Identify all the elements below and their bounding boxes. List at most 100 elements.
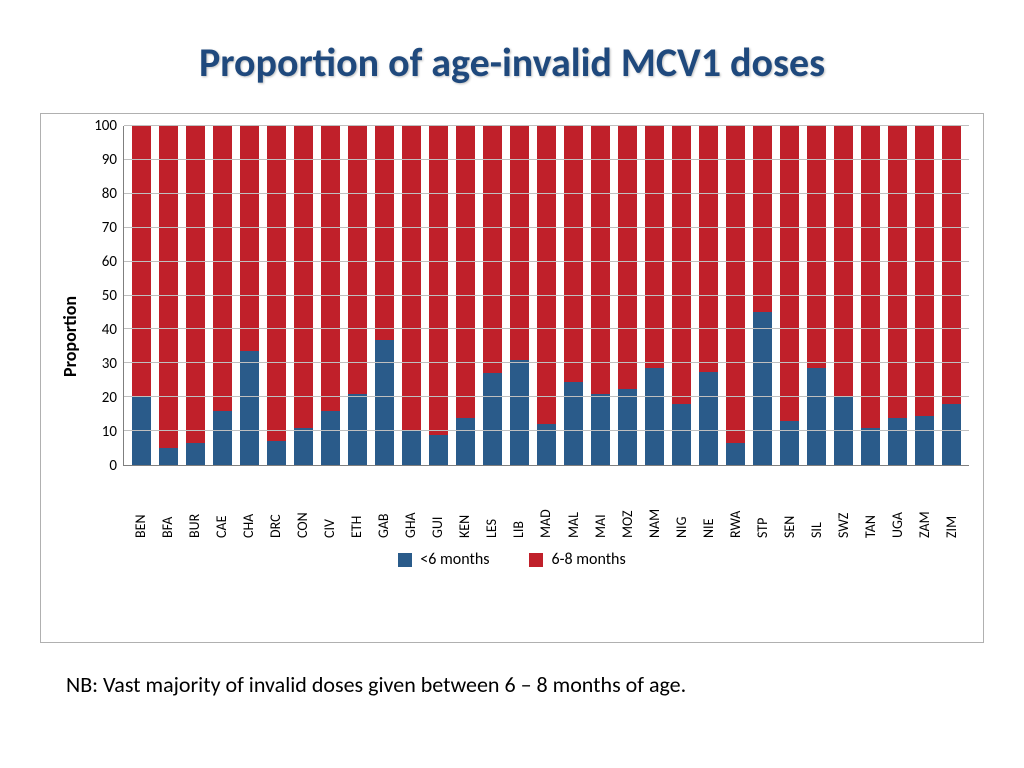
y-tick: 90 xyxy=(102,151,117,169)
plot-wrap: BENBFABURCAECHADRCCONCIVETHGABGHAGUIKENL… xyxy=(123,126,969,546)
bar-slot xyxy=(560,126,587,465)
x-tick-label: NIG xyxy=(668,466,695,538)
bar-segment-lt6 xyxy=(645,368,663,465)
bar xyxy=(537,126,555,465)
bar-segment-lt6 xyxy=(726,443,744,465)
bar-segment-lt6 xyxy=(456,418,474,465)
x-tick-label: LES xyxy=(478,466,505,538)
bar-segment-6to8 xyxy=(915,126,933,416)
bar-segment-6to8 xyxy=(753,126,771,312)
grid-line xyxy=(124,261,969,262)
bar-segment-6to8 xyxy=(510,126,528,360)
x-tick-label: BFA xyxy=(154,466,181,538)
bar-segment-6to8 xyxy=(321,126,339,411)
bar-slot xyxy=(857,126,884,465)
x-tick-label: BEN xyxy=(127,466,154,538)
bar-slot xyxy=(668,126,695,465)
x-tick-label: GUI xyxy=(424,466,451,538)
bar-slot xyxy=(506,126,533,465)
bar xyxy=(186,126,204,465)
x-tick-label: STP xyxy=(749,466,776,538)
bar-segment-6to8 xyxy=(888,126,906,418)
bar-segment-6to8 xyxy=(294,126,312,428)
bar-segment-lt6 xyxy=(159,448,177,465)
x-tick-label: MAD xyxy=(532,466,559,538)
grid-line xyxy=(124,328,969,329)
bar-segment-6to8 xyxy=(456,126,474,418)
bar-slot xyxy=(236,126,263,465)
bar-slot xyxy=(452,126,479,465)
bar-slot xyxy=(155,126,182,465)
bar-segment-lt6 xyxy=(402,431,420,465)
bar xyxy=(348,126,366,465)
bar-slot xyxy=(344,126,371,465)
x-tick-label: MAI xyxy=(587,466,614,538)
bar xyxy=(888,126,906,465)
y-tick: 30 xyxy=(102,355,117,373)
bar-slot xyxy=(695,126,722,465)
x-tick-label: KEN xyxy=(451,466,478,538)
bar xyxy=(375,126,393,465)
bar-slot xyxy=(398,126,425,465)
bar xyxy=(564,126,582,465)
bar-segment-6to8 xyxy=(564,126,582,382)
bar-segment-lt6 xyxy=(294,428,312,465)
y-tick: 0 xyxy=(109,457,117,475)
x-tick-label: CHA xyxy=(235,466,262,538)
bar-slot xyxy=(776,126,803,465)
x-tick-label: LIB xyxy=(505,466,532,538)
x-tick-label: ZAM xyxy=(911,466,938,538)
bar xyxy=(132,126,150,465)
bar xyxy=(294,126,312,465)
bar-slot xyxy=(911,126,938,465)
bar-slot xyxy=(938,126,965,465)
x-tick-label: GHA xyxy=(397,466,424,538)
bar xyxy=(753,126,771,465)
bar-segment-6to8 xyxy=(618,126,636,389)
bar-segment-6to8 xyxy=(645,126,663,368)
bar xyxy=(942,126,960,465)
bar-segment-lt6 xyxy=(618,389,636,465)
page-title: Proportion of age-invalid MCV1 doses xyxy=(40,38,984,87)
bar-slot xyxy=(290,126,317,465)
bar-slot xyxy=(749,126,776,465)
bar-segment-6to8 xyxy=(537,126,555,424)
bar-slot xyxy=(533,126,560,465)
bar-segment-lt6 xyxy=(699,372,717,465)
bar-slot xyxy=(371,126,398,465)
bar-slot xyxy=(614,126,641,465)
bar-segment-6to8 xyxy=(159,126,177,448)
bar-slot xyxy=(128,126,155,465)
bar-slot xyxy=(182,126,209,465)
bar-segment-lt6 xyxy=(861,428,879,465)
bar-slot xyxy=(884,126,911,465)
footnote: NB: Vast majority of invalid doses given… xyxy=(66,671,984,698)
legend-item-lt6: <6 months xyxy=(398,550,489,569)
bar xyxy=(429,126,447,465)
bar xyxy=(483,126,501,465)
chart-body: Proportion 0102030405060708090100 BENBFA… xyxy=(55,126,969,546)
legend-swatch-lt6 xyxy=(398,553,412,567)
x-tick-label: CIV xyxy=(316,466,343,538)
x-tick-label: NIE xyxy=(695,466,722,538)
bar-segment-6to8 xyxy=(834,126,852,397)
bar-slot xyxy=(803,126,830,465)
bar xyxy=(672,126,690,465)
bar xyxy=(618,126,636,465)
bar xyxy=(159,126,177,465)
y-tick: 70 xyxy=(102,219,117,237)
chart-frame: Proportion 0102030405060708090100 BENBFA… xyxy=(40,113,984,643)
bar-segment-lt6 xyxy=(942,404,960,465)
bars-container xyxy=(124,126,969,465)
bar-segment-lt6 xyxy=(483,373,501,465)
bar-slot xyxy=(209,126,236,465)
bar xyxy=(699,126,717,465)
bar-segment-lt6 xyxy=(429,435,447,466)
bar-slot xyxy=(479,126,506,465)
legend-item-6to8: 6-8 months xyxy=(529,550,625,569)
x-tick-label: RWA xyxy=(722,466,749,538)
slide: Proportion of age-invalid MCV1 doses Pro… xyxy=(0,0,1024,768)
bar xyxy=(267,126,285,465)
x-tick-label: ZIM xyxy=(938,466,965,538)
grid-line xyxy=(124,159,969,160)
